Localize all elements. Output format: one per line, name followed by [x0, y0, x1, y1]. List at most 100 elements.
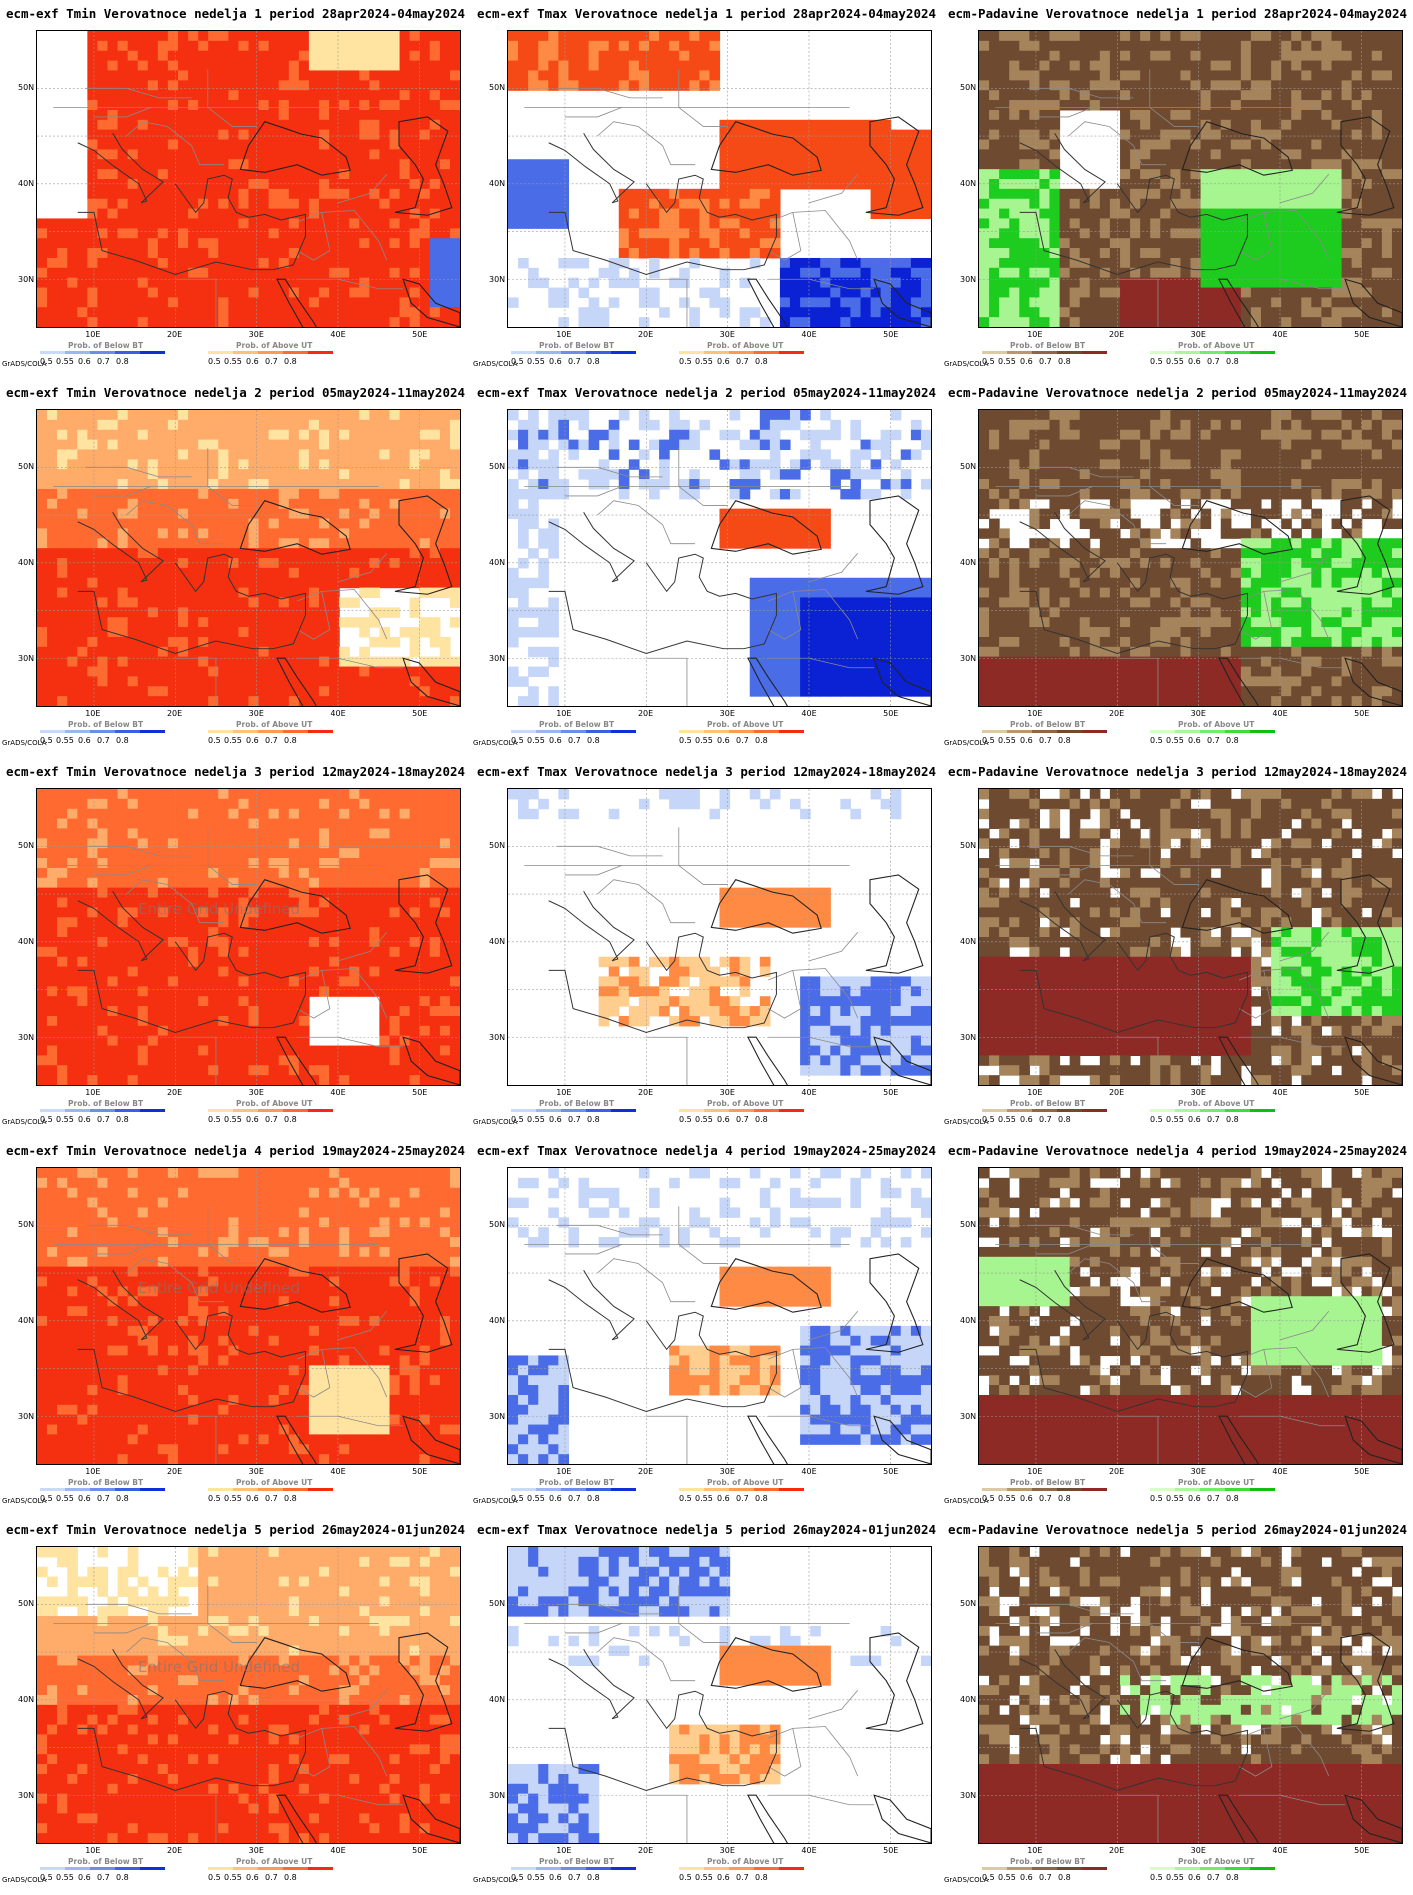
probability-cell: [1160, 90, 1171, 101]
probability-cell: [117, 317, 129, 327]
probability-cell: [77, 267, 88, 279]
probability-cell: [97, 267, 109, 279]
probability-cell: [429, 449, 441, 460]
probability-cell: [359, 179, 370, 190]
probability-cell: [439, 528, 451, 539]
probability-cell: [57, 518, 68, 529]
probability-cell: [379, 100, 391, 111]
probability-cell: [157, 518, 169, 529]
probability-cell: [449, 248, 460, 259]
probability-cell: [369, 686, 380, 697]
probability-cell: [1311, 208, 1322, 220]
probability-cell: [87, 518, 99, 529]
probability-cell: [920, 188, 931, 200]
probability-cell: [318, 70, 330, 81]
probability-cell: [198, 109, 209, 121]
probability-cell: [349, 469, 360, 480]
probability-cell: [709, 50, 721, 62]
probability-cell: [608, 419, 620, 431]
probability-cell: [910, 297, 922, 308]
probability-cell: [769, 627, 781, 638]
probability-cell: [1341, 307, 1353, 318]
probability-cell: [1240, 119, 1252, 131]
probability-cell: [399, 410, 411, 421]
probability-cell: [1371, 228, 1383, 239]
probability-cell: [1321, 179, 1333, 190]
probability-cell: [1250, 188, 1262, 200]
probability-cell: [228, 31, 240, 42]
probability-cell: [268, 179, 280, 190]
probability-cell: [989, 40, 1000, 52]
probability-cell: [228, 607, 240, 618]
probability-cell: [339, 238, 350, 249]
probability-cell: [1371, 129, 1383, 141]
probability-cell: [1361, 169, 1373, 180]
probability-cell: [97, 277, 109, 289]
probability-cell: [198, 238, 209, 249]
probability-cell: [188, 459, 199, 470]
probability-cell: [178, 567, 189, 579]
probability-cell: [449, 169, 460, 180]
probability-cell: [107, 208, 119, 220]
probability-cell: [1291, 90, 1302, 101]
probability-cell: [999, 317, 1010, 327]
probability-cell: [508, 449, 519, 460]
probability-cell: [339, 538, 350, 549]
probability-cell: [339, 666, 350, 677]
probability-cell: [508, 208, 519, 220]
probability-cell: [1341, 31, 1353, 42]
probability-cell: [47, 627, 58, 638]
probability-cell: [1009, 50, 1020, 62]
probability-cell: [198, 696, 209, 706]
probability-cell: [810, 528, 821, 539]
probability-cell: [137, 410, 149, 421]
probability-cell: [900, 179, 912, 190]
probability-cell: [218, 597, 229, 608]
probability-cell: [77, 218, 88, 229]
probability-cell: [850, 488, 862, 500]
probability-cell: [759, 149, 771, 160]
probability-cell: [890, 479, 902, 490]
probability-cell: [399, 267, 411, 279]
probability-cell: [1109, 228, 1121, 239]
probability-cell: [268, 198, 280, 210]
probability-cell: [278, 696, 290, 706]
probability-cell: [679, 198, 690, 210]
probability-cell: [850, 479, 862, 490]
probability-cell: [1019, 149, 1030, 160]
probability-cell: [178, 666, 189, 677]
probability-cell: [308, 70, 320, 81]
probability-cell: [1240, 100, 1252, 111]
probability-cell: [278, 307, 290, 318]
probability-cell: [167, 676, 179, 687]
probability-cell: [1140, 40, 1151, 52]
probability-cell: [1059, 267, 1071, 279]
probability-cell: [659, 198, 670, 210]
probability-cell: [329, 70, 340, 81]
probability-cell: [188, 558, 199, 569]
probability-cell: [1120, 267, 1131, 279]
probability-cell: [1321, 50, 1333, 62]
probability-cell: [820, 429, 831, 441]
probability-cell: [548, 218, 559, 229]
probability-cell: [1130, 119, 1141, 131]
probability-cell: [288, 50, 300, 62]
probability-cell: [248, 218, 260, 229]
probability-cell: [107, 429, 119, 441]
probability-cell: [1200, 159, 1212, 170]
probability-cell: [890, 188, 902, 200]
legend-swatch: [140, 730, 165, 733]
probability-cell: [137, 100, 149, 111]
probability-cell: [1130, 218, 1141, 229]
probability-cell: [379, 636, 391, 648]
probability-cell: [1381, 297, 1393, 308]
probability-cell: [97, 297, 109, 308]
probability-cell: [329, 498, 340, 510]
probability-cell: [699, 479, 711, 490]
map-panel-tmax-week-1: ecm-exf Tmax Verovatnoce nedelja 1 perio…: [471, 0, 942, 379]
probability-cell: [1039, 31, 1051, 42]
probability-cell: [308, 208, 320, 220]
probability-cell: [1200, 267, 1212, 279]
probability-cell: [379, 267, 391, 279]
probability-cell: [439, 469, 451, 480]
